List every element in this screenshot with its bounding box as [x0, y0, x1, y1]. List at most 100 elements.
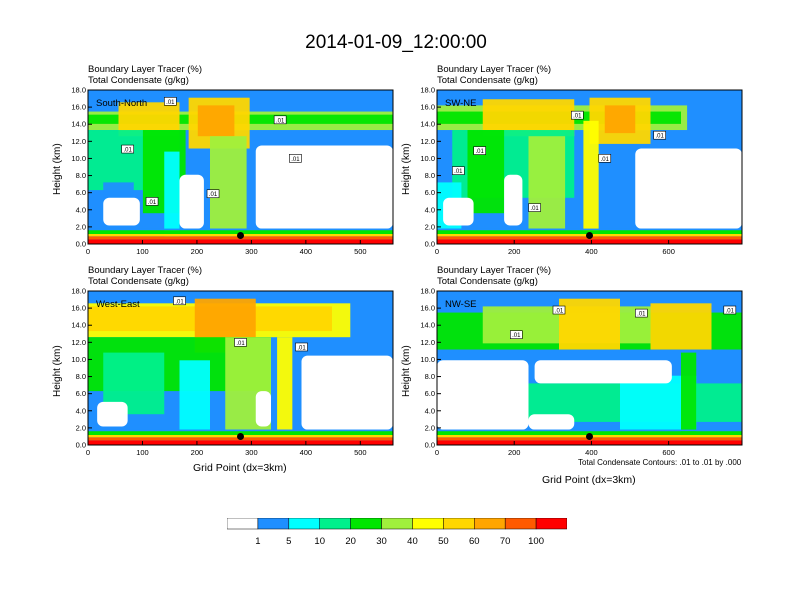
y-tick-label: 2.0: [76, 222, 86, 231]
tracer-fill-region: [210, 136, 247, 229]
subtitle-line1: Boundary Layer Tracer (%): [88, 64, 203, 75]
x-tick-label: 200: [191, 448, 204, 457]
y-tick-label: 12.0: [420, 338, 435, 347]
panel-sw-ne: 0.0 2.0 4.0 6.0 8.0 10.0 12.0 14.0 16.0 18.0 0 200 4…: [420, 86, 743, 256]
contour-label: .01: [726, 309, 735, 315]
x-tick-label: 400: [300, 448, 313, 457]
y-tick-label: 14.0: [71, 321, 86, 330]
contour-label: .01: [637, 312, 646, 318]
y-tick-label: 0.0: [425, 441, 435, 450]
colorbar-label: 100: [528, 536, 545, 547]
contour-label: .01: [148, 200, 157, 206]
contour-label-box: [273, 115, 287, 125]
tracer-fill-region: [197, 105, 235, 137]
clear-air-region: [504, 174, 523, 226]
contour-label: .01: [476, 149, 485, 155]
contour-label: .01: [276, 118, 285, 124]
plot-frame: [87, 89, 394, 245]
clear-air-region: [443, 197, 474, 226]
plot-frame: [87, 290, 394, 446]
contour-label-box: [164, 97, 177, 106]
contour-label: .01: [454, 169, 463, 175]
x-tick-label: 400: [585, 448, 598, 457]
y-tick-label: 16.0: [71, 103, 86, 112]
contour-label-box: [552, 305, 566, 315]
tracer-fill-region: [559, 298, 620, 350]
y-tick-label: 6.0: [76, 188, 86, 197]
y-tick-label: 16.0: [420, 304, 435, 313]
contour-label: .01: [291, 157, 300, 163]
x-tick-label: 0: [435, 448, 439, 457]
colorbar-swatch: [288, 518, 320, 530]
x-tick-label: 200: [191, 247, 204, 256]
y-tick-label: 0.0: [76, 240, 86, 249]
contour-label: .01: [530, 206, 539, 212]
x-tick-label: 600: [662, 448, 675, 457]
boundary-layer-band: [437, 228, 742, 231]
clear-air-region: [437, 360, 529, 430]
location-marker: [586, 232, 593, 240]
x-tick-label: 400: [585, 247, 598, 256]
contour-label-box: [653, 130, 666, 140]
colorbar-swatch: [504, 518, 537, 530]
panel-west-east: 0.0 2.0 4.0 6.0 8.0 10.0 12.0 14.0 16.0 18.0 0 100 2…: [71, 287, 394, 457]
colorbar: [227, 518, 567, 530]
tracer-fill-region: [583, 120, 599, 237]
y-tick-label: 10.0: [71, 154, 86, 163]
x-tick-label: 100: [136, 448, 149, 457]
contour-label: .01: [512, 333, 521, 339]
contour-label-box: [598, 154, 612, 163]
y-tick-label: 8.0: [76, 171, 86, 180]
colorbar-swatch: [227, 518, 259, 530]
contour-label-box: [452, 166, 465, 175]
boundary-layer-band: [437, 239, 742, 244]
y-tick-label: 16.0: [420, 103, 435, 112]
tracer-fill-region: [681, 352, 697, 438]
panel-south-north: 0.0 2.0 4.0 6.0 8.0 10.0 12.0 14.0 16.0 18.0 0 100 2…: [71, 86, 394, 256]
y-tick-label: 12.0: [71, 137, 86, 146]
y-tick-label: 12.0: [420, 137, 435, 146]
colorbar-swatch: [350, 518, 382, 530]
y-tick-label: 10.0: [420, 154, 435, 163]
clear-air-region: [103, 197, 140, 226]
boundary-layer-band: [437, 429, 742, 432]
location-marker: [237, 232, 244, 240]
contour-label: .01: [123, 148, 132, 154]
y-tick-label: 10.0: [420, 355, 435, 364]
contour-label-box: [206, 189, 220, 199]
colorbar-label: 30: [376, 536, 387, 547]
subtitle-line2: Total Condensate (g/kg): [88, 75, 189, 86]
x-tick-label: 0: [86, 247, 90, 256]
colorbar-swatch: [319, 518, 351, 530]
location-marker: [586, 433, 593, 441]
subtitle-line1: Boundary Layer Tracer (%): [88, 265, 203, 276]
tracer-fill-region: [528, 136, 566, 229]
contour-note: Total Condensate Contours: .01 to .01 by…: [578, 458, 742, 467]
figure-title: 2014-01-09_12:00:00: [305, 32, 487, 53]
y-tick-label: 6.0: [425, 188, 435, 197]
y-tick-label: 8.0: [425, 171, 435, 180]
cross-section-label: South-North: [96, 98, 147, 109]
x-tick-label: 200: [508, 247, 521, 256]
plot-frame: [436, 290, 743, 446]
colorbar-swatch: [535, 518, 567, 530]
contour-label: .01: [601, 157, 610, 163]
y-tick-label: 14.0: [71, 120, 86, 129]
subtitle-line2: Total Condensate (g/kg): [437, 75, 538, 86]
tracer-fill-region: [179, 360, 210, 430]
x-tick-label: 300: [245, 448, 258, 457]
x-tick-label: 500: [354, 247, 367, 256]
tracer-fill-region: [277, 337, 293, 430]
y-tick-label: 12.0: [71, 338, 86, 347]
x-axis-label: Grid Point (dx=3km): [542, 474, 636, 486]
x-tick-label: 0: [435, 247, 439, 256]
x-tick-label: 600: [662, 247, 675, 256]
cross-section-label: West-East: [96, 299, 140, 310]
panel-subtitle: Boundary Layer Tracer (%) Total Condensa…: [88, 64, 202, 86]
panel-subtitle: Boundary Layer Tracer (%) Total Condensa…: [437, 64, 551, 86]
boundary-layer-band: [88, 429, 393, 432]
y-tick-label: 4.0: [76, 205, 86, 214]
colorbar-label: 40: [407, 536, 418, 547]
panel-nw-se: 0.0 2.0 4.0 6.0 8.0 10.0 12.0 14.0 16.0 18.0 0 200 4…: [420, 287, 743, 457]
contour-label-box: [635, 308, 648, 318]
